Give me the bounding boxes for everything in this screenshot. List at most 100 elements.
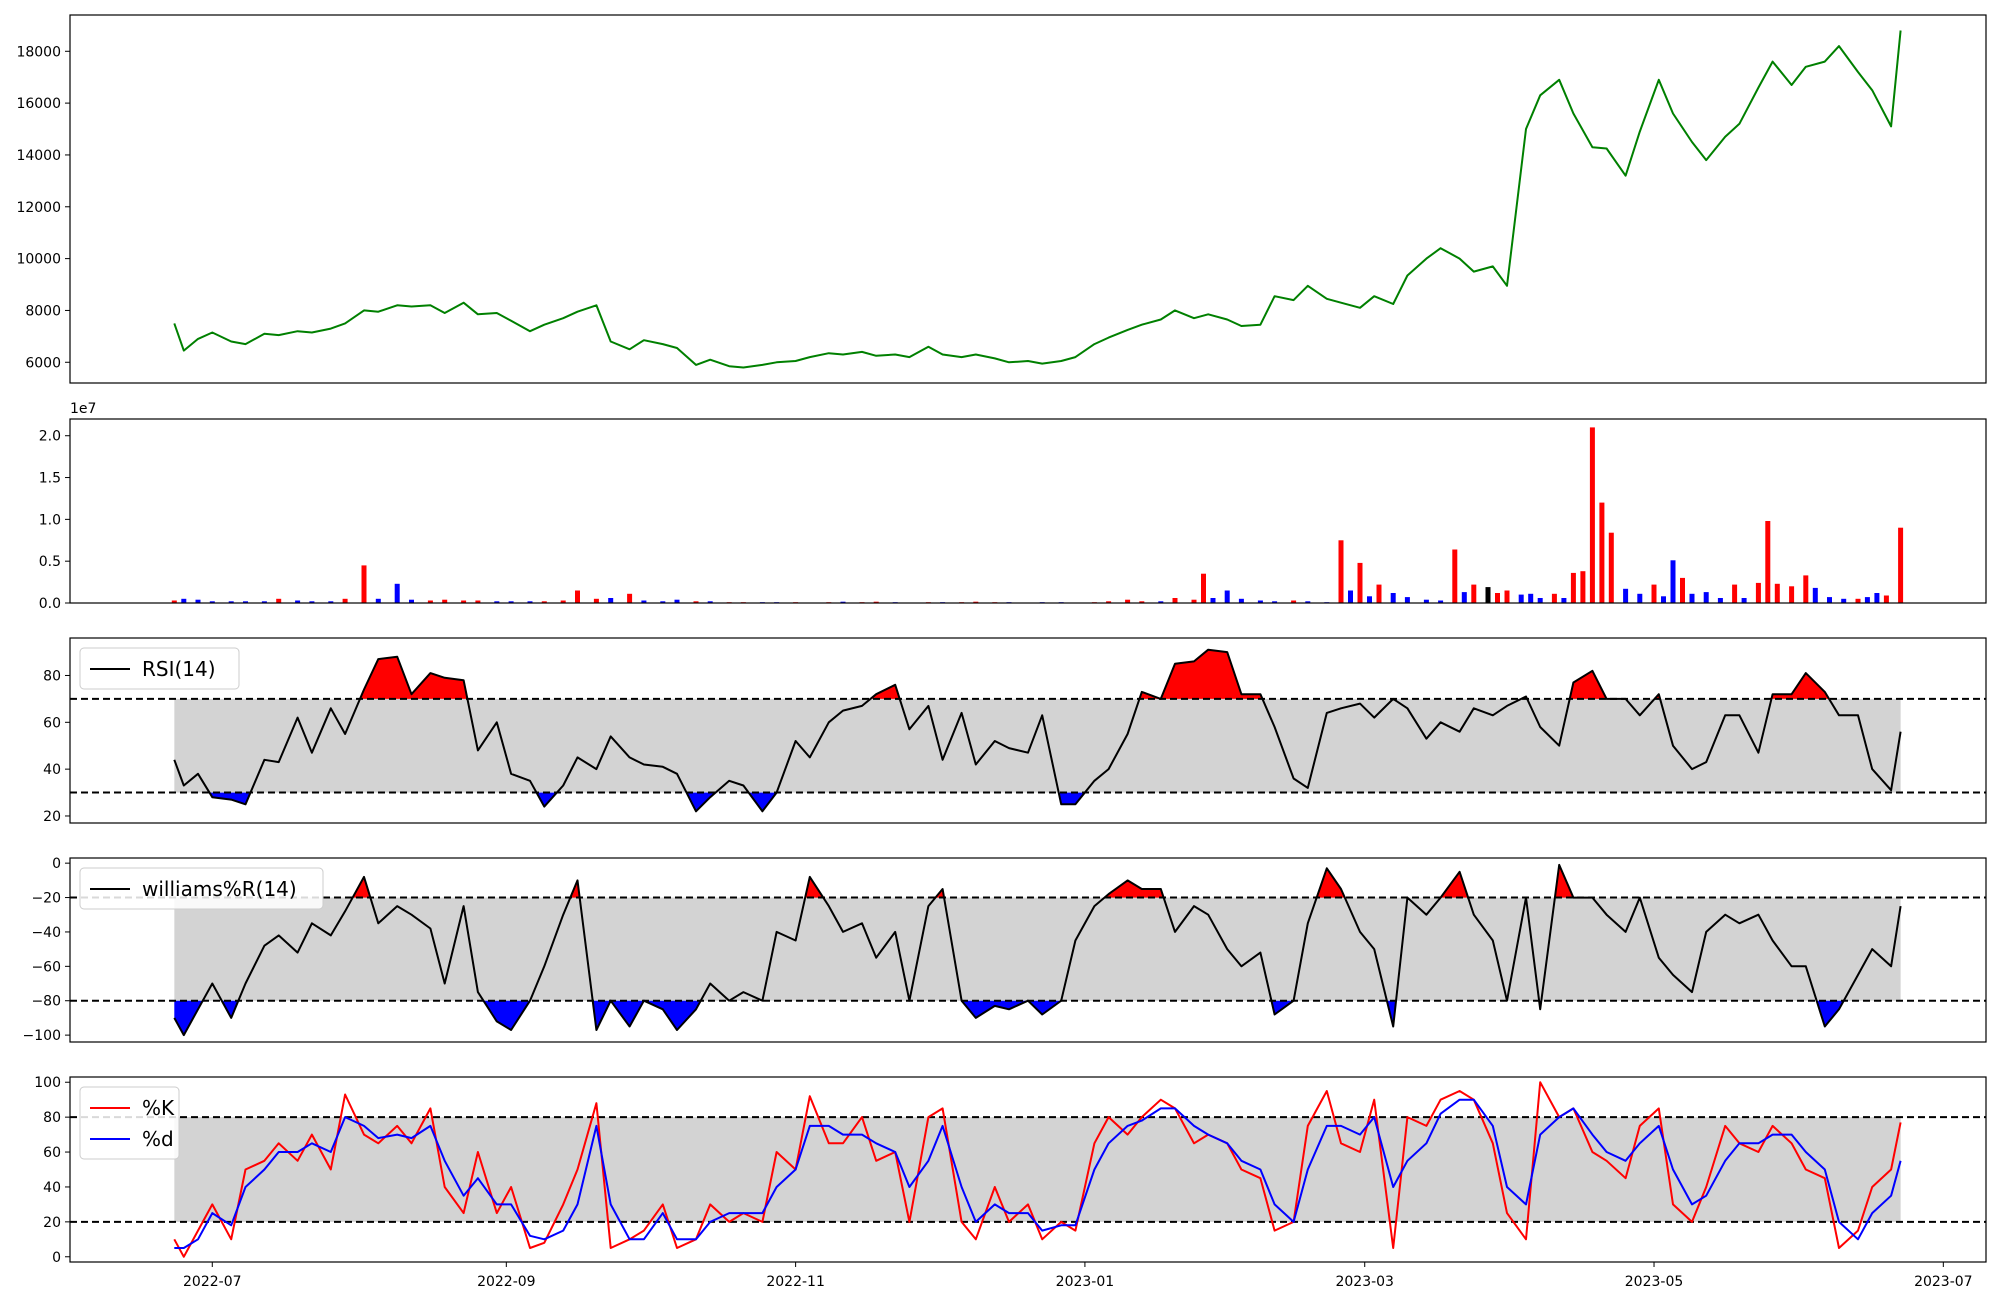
y-tick-label: 0.0 [39,596,61,612]
williams-line [173,863,1902,1037]
volume-bar [1741,598,1747,603]
williams-panel: −100 −80 −60 −40 −20 0 williams%R(14) [23,856,1987,1044]
volume-bar [593,598,599,603]
volume-bar [1651,584,1657,603]
volume-bar [1898,527,1904,603]
y-tick-label: 0 [52,856,61,872]
volume-bar [560,600,566,603]
volume-bar [328,601,334,603]
y-tick-label: 12000 [16,200,61,216]
overbought-fill [1316,868,1345,898]
volume-bar [660,601,666,603]
volume-bar [427,600,433,603]
overbought-fill [1771,673,1829,699]
y-tick-label: 0 [52,1250,61,1266]
volume-bar [1580,571,1586,603]
volume-bar [840,601,846,603]
oversold-fill [1058,792,1085,805]
volume-bar [1485,587,1491,603]
panel-frame [69,857,1987,1043]
y-tick-label: 60 [43,1145,61,1161]
y-tick-label: 1.5 [39,471,61,487]
volume-bar [342,598,348,603]
volume-bar [1471,584,1477,603]
volume-bar [1305,601,1311,603]
volume-bar [1637,593,1643,603]
oversold-fill [483,1000,530,1030]
volume-bar [1452,549,1458,603]
volume-bar [541,601,547,603]
neutral-band [174,698,1901,793]
oversold-fill [1028,1000,1062,1015]
volume-bar [527,601,533,603]
volume-bar [1841,598,1847,603]
volume-bar [1461,592,1467,603]
volume-bar [1551,593,1557,603]
overbought-fill [360,656,468,699]
volume-bar [693,601,699,603]
volume-panel: 0.0 0.5 1.0 1.5 2.0 1e7 [39,401,1987,612]
volume-bar [627,593,633,603]
volume-bar [1864,597,1870,603]
y-tick-label: 6000 [25,355,61,371]
volume-bar [973,601,979,603]
volume-bar [1376,584,1382,603]
x-tick-label: 2023-05 [1625,1274,1684,1290]
volume-bar [575,590,580,603]
volume-bar [1561,598,1567,603]
volume-bar [1438,600,1444,603]
volume-bar [1191,599,1197,603]
volume-bar [1827,597,1832,603]
volume-bar [209,601,215,603]
volume-bar [1504,590,1510,603]
legend-label: williams%R(14) [142,877,297,901]
volume-bar [1703,592,1709,603]
price-line [173,30,1902,369]
legend-box [79,1086,180,1160]
legend-box [79,867,324,910]
oversold-fill [643,1000,701,1030]
y-tick-label: −40 [31,925,61,941]
y-tick-label: 10000 [16,252,61,268]
volume-bar [873,601,879,603]
volume-bar [1855,598,1861,603]
panel-frame [69,418,1987,604]
overbought-fill [870,684,900,699]
x-tick-label: 2023-01 [1056,1274,1115,1290]
y-tick-label: −20 [31,891,61,907]
volume-bar [1238,598,1244,603]
stochastic-panel: 0 20 40 60 80 100 %K %d 2022-07 2022-09 2022-11 202… [34,1075,1987,1290]
legend-label: RSI(14) [142,657,216,681]
volume-bar [1172,598,1178,603]
y-tick-label: 20 [43,1215,61,1231]
volume-bar [1272,601,1278,603]
volume-bar [181,598,187,603]
volume-bar [1680,577,1685,603]
volume-bar [1803,575,1809,603]
volume-bar [1608,532,1614,603]
volume-bar [1357,562,1363,603]
volume-bar [1201,573,1206,603]
y-tick-label: 18000 [16,44,61,60]
volume-bar [1755,582,1761,603]
y-tick-label: 0.5 [39,554,61,570]
y-tick-label: −60 [31,959,61,975]
volume-bar [1423,599,1429,603]
volume-bar [1717,598,1723,603]
volume-bar [171,600,177,603]
volume-bar [276,598,282,603]
y-tick-label: 14000 [16,148,61,164]
oversold-fill [961,1000,1028,1018]
volume-bar [1537,598,1543,603]
volume-bar [295,600,301,603]
volume-bar [1139,601,1145,603]
y-tick-label: −100 [23,1028,61,1044]
volume-bar [1765,521,1771,603]
y-tick-label: 60 [43,715,61,731]
volume-bar [1661,596,1666,603]
oversold-fill [610,1000,644,1027]
volume-scale-offset: 1e7 [70,401,96,417]
y-tick-label: 80 [43,1110,61,1126]
oversold-fill [748,792,777,812]
